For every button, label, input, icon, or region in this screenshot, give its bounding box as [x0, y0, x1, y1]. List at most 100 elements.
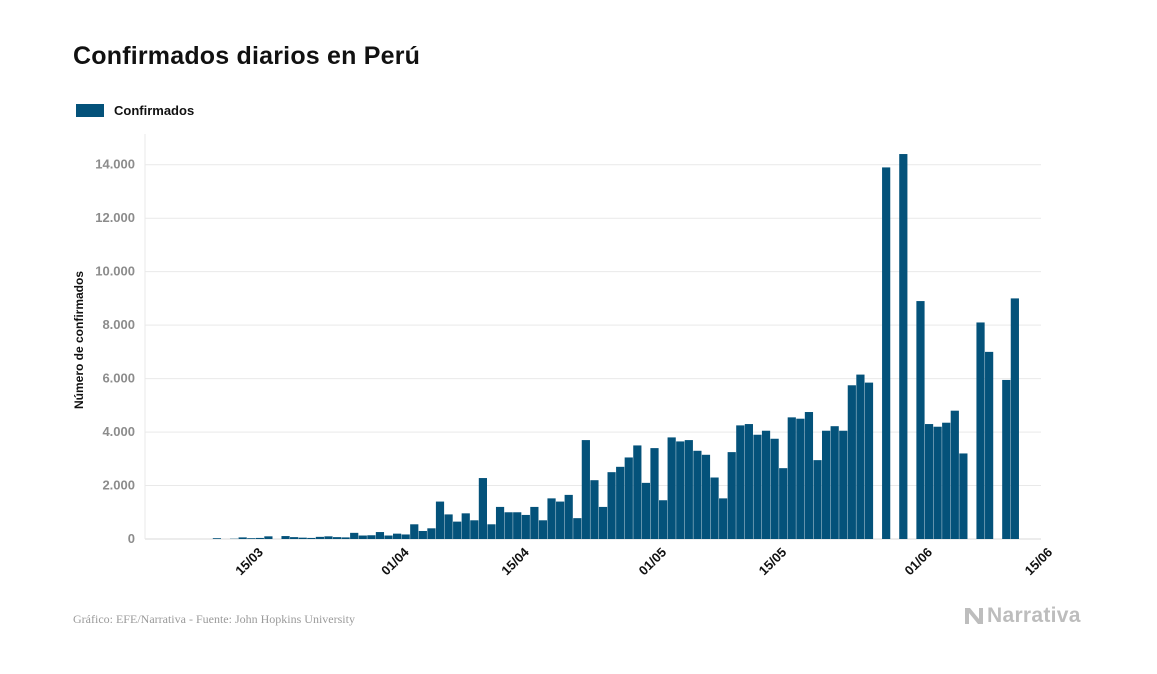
- brand-name: Narrativa: [987, 604, 1081, 627]
- bar: [444, 514, 453, 539]
- bar: [1010, 298, 1019, 539]
- legend-swatch: [76, 104, 104, 117]
- y-axis-ticks: 0 2.000 4.000 6.000 8.000 10.000 12.000 14.000: [95, 157, 135, 546]
- bar: [281, 536, 290, 539]
- narrativa-logo-icon: [965, 608, 983, 624]
- bar: [650, 448, 659, 539]
- bar: [307, 537, 316, 539]
- bar: [358, 535, 367, 539]
- bar: [813, 460, 822, 539]
- bar: [924, 424, 934, 539]
- bar: [804, 412, 814, 539]
- y-tick-label: 10.000: [95, 264, 135, 279]
- bar: [290, 537, 299, 539]
- legend: Confirmados: [76, 103, 194, 118]
- bar: [435, 501, 445, 539]
- bar: [341, 537, 350, 539]
- bar: [255, 537, 264, 539]
- y-tick-label: 6.000: [102, 371, 135, 386]
- y-tick-label: 4.000: [102, 424, 135, 439]
- x-tick-label: 15/06: [1022, 545, 1056, 579]
- bar: [616, 466, 625, 539]
- y-tick-label: 2.000: [102, 478, 135, 493]
- bar: [847, 385, 856, 539]
- bar: [796, 418, 805, 539]
- y-axis-label: Número de confirmados: [72, 271, 86, 409]
- gridlines: [144, 134, 1041, 540]
- bar: [350, 532, 359, 539]
- bar: [787, 417, 796, 539]
- bar-series: [212, 154, 1019, 540]
- bar: [985, 351, 994, 539]
- bar: [744, 424, 753, 539]
- bar: [530, 506, 539, 539]
- bar: [736, 425, 745, 539]
- bar: [727, 452, 736, 539]
- bar: [453, 521, 462, 539]
- bar: [693, 450, 702, 539]
- bar: [461, 513, 470, 539]
- bar: [598, 506, 608, 539]
- bar: [538, 520, 548, 539]
- bar: [590, 480, 599, 539]
- bar: [916, 301, 925, 539]
- x-tick-label: 15/03: [232, 545, 266, 579]
- bar: [470, 520, 479, 539]
- bar: [1002, 379, 1011, 539]
- y-tick-label: 12.000: [95, 210, 135, 225]
- bar: [581, 440, 590, 539]
- bar: [521, 514, 530, 539]
- x-axis-ticks: 15/03 01/04 15/04 01/05 15/05 01/06 15/06: [232, 544, 1055, 578]
- bar: [667, 437, 676, 539]
- bar: [513, 512, 522, 539]
- bar: [298, 537, 307, 539]
- bar: [324, 536, 333, 539]
- bar: [418, 530, 427, 539]
- bar: [547, 498, 556, 539]
- bar: [658, 500, 668, 539]
- bar: [315, 536, 324, 539]
- x-tick-label: 01/05: [636, 545, 670, 579]
- bar: [384, 535, 393, 539]
- bar: [367, 535, 376, 539]
- bar: [564, 494, 573, 539]
- bar: [427, 528, 436, 539]
- x-tick-label: 15/04: [498, 544, 532, 578]
- bar: [641, 482, 651, 539]
- x-tick-label: 01/04: [378, 544, 412, 578]
- bar: [247, 538, 256, 539]
- bar: [607, 472, 616, 539]
- bar: [950, 410, 959, 539]
- bar: [375, 532, 385, 539]
- bar: [864, 382, 874, 539]
- bar: [264, 536, 273, 539]
- bar: [856, 374, 865, 539]
- bar: [401, 534, 410, 539]
- bar: [410, 524, 419, 539]
- y-tick-label: 14.000: [95, 157, 135, 172]
- bar: [753, 434, 762, 539]
- bar: [719, 498, 728, 539]
- bar: [830, 426, 839, 539]
- bar: [779, 468, 788, 539]
- y-tick-label: 0: [128, 531, 135, 546]
- bar: [976, 322, 985, 539]
- bar: [332, 537, 342, 539]
- bar: [770, 438, 779, 539]
- bar: [676, 441, 685, 539]
- bar: [495, 506, 505, 539]
- bar: [684, 440, 693, 539]
- bar: [933, 426, 942, 539]
- bar: [839, 430, 848, 539]
- x-tick-label: 15/05: [756, 545, 790, 579]
- bar: [942, 422, 951, 539]
- bar: [504, 512, 513, 539]
- chart-title: Confirmados diarios en Perú: [73, 42, 421, 70]
- bar: [761, 430, 771, 539]
- brand-logo: Narrativa: [963, 604, 1081, 628]
- bar: [633, 445, 642, 539]
- bar: [556, 501, 565, 539]
- bar: [212, 538, 222, 539]
- y-tick-label: 8.000: [102, 317, 135, 332]
